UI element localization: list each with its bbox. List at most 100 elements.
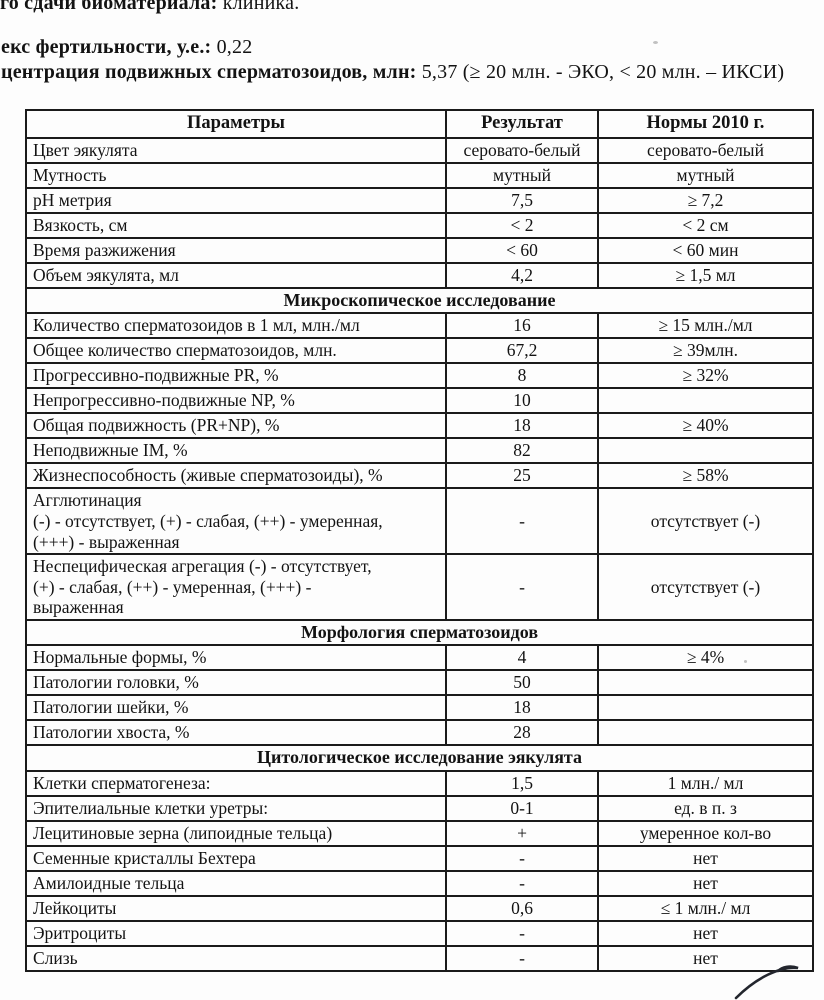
result-cell: 0-1 bbox=[445, 794, 599, 822]
column-header-result: Результат bbox=[445, 109, 599, 139]
param-cell: Эпителиальные клетки уретры: bbox=[25, 794, 447, 822]
norm-cell: ≤ 1 млн./ мл bbox=[597, 894, 814, 922]
norm-cell bbox=[597, 669, 814, 697]
motile-concentration-label: центрация подвижных сперматозоидов, млн: bbox=[1, 61, 417, 83]
param-cell: Цвет эякулята bbox=[25, 137, 447, 164]
param-cell: Объем эякулята, мл bbox=[25, 262, 447, 289]
table-row: Лейкоциты 0,6 ≤ 1 млн./ мл bbox=[25, 894, 814, 922]
result-cell: - bbox=[445, 553, 599, 622]
result-cell: - bbox=[445, 869, 599, 897]
norm-cell: ≥ 4% bbox=[597, 644, 814, 672]
param-cell: Неподвижные IM, % bbox=[25, 437, 447, 465]
table-row: Патологии хвоста, % 28 bbox=[25, 719, 814, 747]
result-cell: < 2 bbox=[445, 212, 599, 239]
table-row: Непрогрессивно-подвижные NP, % 10 bbox=[25, 387, 814, 415]
table-row: Лецитиновые зерна (липоидные тельца) + уме… bbox=[25, 819, 814, 847]
result-cell: 0,6 bbox=[445, 894, 599, 922]
param-cell: Общая подвижность (PR+NP), % bbox=[25, 412, 447, 440]
param-cell: Семенные кристаллы Бехтера bbox=[25, 844, 447, 872]
section-header-row: Морфология сперматозоидов bbox=[25, 619, 814, 647]
table-row: Общее количество сперматозоидов, млн. 67,… bbox=[25, 337, 814, 365]
table-row: pH метрия 7,5 ≥ 7,2 bbox=[25, 187, 814, 214]
table-row: Время разжижения < 60 < 60 мин bbox=[25, 237, 814, 264]
norm-cell bbox=[597, 694, 814, 722]
column-header-parameters: Параметры bbox=[25, 109, 447, 139]
result-cell: 82 bbox=[445, 437, 599, 465]
param-cell: Патологии шейки, % bbox=[25, 694, 447, 722]
scan-speck bbox=[653, 41, 658, 44]
table-row: Амилоидные тельца - нет bbox=[25, 869, 814, 897]
header-line-motile-concentration: центрация подвижных сперматозоидов, млн:… bbox=[1, 61, 784, 84]
section-header-row: Микроскопическое исследование bbox=[25, 286, 814, 315]
norm-cell: ≥ 7,2 bbox=[597, 187, 814, 214]
fertility-index-label: екс фертильности, у.е.: bbox=[1, 36, 212, 58]
section-title: Микроскопическое исследование bbox=[25, 286, 814, 315]
table-row: Жизнеспособность (живые сперматозоиды), … bbox=[25, 462, 814, 490]
table-row: Агглютинация (-) - отсутствует, (+) - сл… bbox=[25, 487, 814, 556]
result-cell: - bbox=[445, 487, 599, 556]
table-row: Мутность мутный мутный bbox=[25, 162, 814, 189]
table-row: Эпителиальные клетки уретры: 0-1 ед. в п. … bbox=[25, 794, 814, 822]
result-cell: 18 bbox=[445, 412, 599, 440]
table-row: Общая подвижность (PR+NP), % 18 ≥ 40% bbox=[25, 412, 814, 440]
biomaterial-label: го сдачи биоматериала: bbox=[0, 0, 218, 14]
table-row: Неспецифическая агрегация (-) - отсутств… bbox=[25, 553, 814, 622]
section-header-row: Цитологическое исследование эякулята bbox=[25, 744, 814, 772]
result-cell: 8 bbox=[445, 362, 599, 390]
param-cell: Патологии хвоста, % bbox=[25, 719, 447, 747]
norm-cell: < 2 см bbox=[597, 212, 814, 239]
param-cell: Время разжижения bbox=[25, 237, 447, 264]
table-row: Вязкость, см < 2 < 2 см bbox=[25, 212, 814, 239]
param-cell: Клетки сперматогенеза: bbox=[25, 769, 447, 797]
param-cell: Мутность bbox=[25, 162, 447, 189]
table-row: Цвет эякулята серовато-белый серовато-белы… bbox=[25, 137, 814, 164]
norm-cell: ≥ 1,5 мл bbox=[597, 262, 814, 289]
table-row: Прогрессивно-подвижные PR, % 8 ≥ 32% bbox=[25, 362, 814, 390]
table-row: Нормальные формы, % 4 ≥ 4% bbox=[25, 644, 814, 672]
norm-cell: ≥ 15 млн./мл bbox=[597, 312, 814, 340]
norm-cell: отсутствует (-) bbox=[597, 553, 814, 622]
column-header-norms: Нормы 2010 г. bbox=[597, 109, 814, 139]
result-cell: 4,2 bbox=[445, 262, 599, 289]
signature-stroke bbox=[734, 965, 799, 1000]
result-cell: 67,2 bbox=[445, 337, 599, 365]
result-cell: 4 bbox=[445, 644, 599, 672]
norm-cell bbox=[597, 437, 814, 465]
param-cell: Вязкость, см bbox=[25, 212, 447, 239]
result-cell: - bbox=[445, 844, 599, 872]
table-row: Семенные кристаллы Бехтера - нет bbox=[25, 844, 814, 872]
result-cell: - bbox=[445, 919, 599, 947]
param-cell: Прогрессивно-подвижные PR, % bbox=[25, 362, 447, 390]
norm-cell: нет bbox=[597, 919, 814, 947]
param-cell: Нормальные формы, % bbox=[25, 644, 447, 672]
section-title: Морфология сперматозоидов bbox=[25, 619, 814, 647]
norm-cell: умеренное кол-во bbox=[597, 819, 814, 847]
norm-cell: < 60 мин bbox=[597, 237, 814, 264]
result-cell: 1,5 bbox=[445, 769, 599, 797]
result-cell: 10 bbox=[445, 387, 599, 415]
result-cell: - bbox=[445, 944, 599, 972]
table-header-row: Параметры Результат Нормы 2010 г. bbox=[25, 109, 814, 139]
table-row: Патологии шейки, % 18 bbox=[25, 694, 814, 722]
spermogram-results-table: Параметры Результат Нормы 2010 г. Цвет э… bbox=[25, 109, 814, 972]
param-cell: Патологии головки, % bbox=[25, 669, 447, 697]
biomaterial-value: клиника. bbox=[222, 0, 300, 14]
table-row: Эритроциты - нет bbox=[25, 919, 814, 947]
param-cell: Количество сперматозоидов в 1 мл, млн./м… bbox=[25, 312, 447, 340]
param-cell: Лецитиновые зерна (липоидные тельца) bbox=[25, 819, 447, 847]
norm-cell: нет bbox=[597, 844, 814, 872]
norm-cell bbox=[597, 387, 814, 415]
norm-cell: ед. в п. з bbox=[597, 794, 814, 822]
norm-cell: ≥ 40% bbox=[597, 412, 814, 440]
param-cell: Лейкоциты bbox=[25, 894, 447, 922]
param-cell: Амилоидные тельца bbox=[25, 869, 447, 897]
norm-cell: нет bbox=[597, 869, 814, 897]
header-line-fertility-index: екс фертильности, у.е.: 0,22 bbox=[1, 36, 252, 59]
result-cell: 50 bbox=[445, 669, 599, 697]
result-cell: 7,5 bbox=[445, 187, 599, 214]
param-cell: Слизь bbox=[25, 944, 447, 972]
result-cell: < 60 bbox=[445, 237, 599, 264]
result-cell: серовато-белый bbox=[445, 137, 599, 164]
table-row: Клетки сперматогенеза: 1,5 1 млн./ мл bbox=[25, 769, 814, 797]
